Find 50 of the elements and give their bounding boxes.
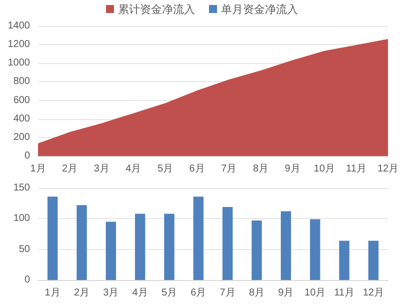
bar	[76, 205, 87, 280]
y-tick-label: 150	[13, 182, 30, 194]
x-tick-label: 8月	[248, 288, 265, 298]
x-tick-label: 8月	[252, 164, 269, 174]
x-tick-label: 2月	[74, 288, 90, 298]
legend-label: 单月资金净流入	[221, 2, 298, 16]
x-tick-label: 12月	[377, 164, 399, 174]
y-tick-label: 1400	[8, 20, 30, 32]
bar	[310, 219, 320, 280]
bar	[164, 214, 174, 280]
x-tick-label: 9月	[278, 288, 294, 298]
x-tick-label: 11月	[334, 288, 354, 298]
x-tick-label: 5月	[157, 164, 174, 174]
y-tick-label: 1000	[8, 58, 30, 69]
y-tick-label: 0	[24, 274, 30, 286]
bar	[280, 211, 292, 280]
x-tick-label: 2月	[62, 164, 78, 174]
y-tick-label: 100	[13, 213, 30, 224]
x-tick-label: 4月	[126, 164, 142, 174]
y-tick-label: 0	[24, 150, 30, 162]
bar	[106, 222, 116, 280]
x-tick-label: 3月	[103, 288, 119, 298]
y-tick-label: 1200	[8, 39, 30, 50]
x-tick-label: 3月	[94, 164, 110, 174]
y-tick-label: 200	[13, 132, 30, 143]
x-tick-label: 1月	[44, 288, 60, 298]
bar	[193, 196, 204, 280]
x-tick-label: 10月	[314, 164, 335, 174]
x-tick-label: 11月	[346, 164, 366, 174]
x-tick-label: 4月	[132, 288, 148, 298]
bar	[222, 207, 233, 280]
y-tick-label: 800	[13, 76, 30, 88]
x-tick-label: 6月	[190, 288, 206, 298]
y-tick-label: 600	[13, 94, 30, 106]
x-tick-label: 1月	[30, 164, 46, 174]
x-tick-label: 10月	[304, 288, 326, 298]
x-tick-label: 12月	[362, 288, 384, 298]
bar	[368, 240, 379, 280]
bar	[339, 240, 350, 280]
x-tick-label: 7月	[221, 164, 237, 174]
bar	[252, 220, 262, 280]
x-tick-label: 7月	[220, 288, 236, 298]
bar	[47, 196, 58, 280]
bar	[134, 214, 146, 280]
x-tick-label: 5月	[161, 288, 178, 298]
x-tick-label: 6月	[189, 164, 205, 174]
x-tick-label: 9月	[284, 164, 300, 174]
y-tick-label: 400	[13, 113, 30, 124]
legend-label: 累计资金净流入	[118, 2, 195, 16]
y-tick-label: 50	[18, 244, 30, 255]
